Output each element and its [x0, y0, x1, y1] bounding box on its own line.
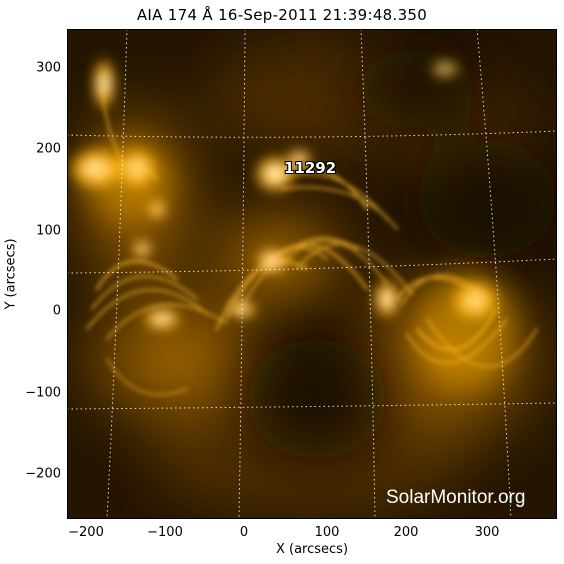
solar-corona-image: [67, 29, 557, 519]
x-tick-label: 100: [314, 525, 340, 540]
solar-image-plot: [67, 29, 557, 519]
x-tick-label: −100: [147, 525, 183, 540]
y-tick-label: 0: [52, 303, 61, 319]
x-tick-label: 200: [393, 525, 419, 540]
y-tick-label: 200: [36, 141, 61, 157]
y-axis-label: Y (arcsecs): [3, 238, 19, 310]
x-axis-label: X (arcsecs): [275, 542, 349, 557]
y-tick-label: −100: [25, 385, 61, 401]
image-title: AIA 174 Å 16-Sep-2011 21:39:48.350: [136, 6, 428, 24]
x-tick-label: 0: [239, 525, 249, 540]
watermark: SolarMonitor.org: [386, 487, 526, 508]
heliographic-grid: [67, 29, 557, 519]
x-tick-label: 300: [474, 525, 500, 540]
y-tick-label: −200: [25, 466, 61, 482]
y-tick-label: 300: [36, 60, 61, 76]
active-region-label: 11292: [284, 159, 337, 177]
y-tick-label: 100: [36, 223, 61, 239]
x-tick-label: −200: [68, 525, 104, 540]
